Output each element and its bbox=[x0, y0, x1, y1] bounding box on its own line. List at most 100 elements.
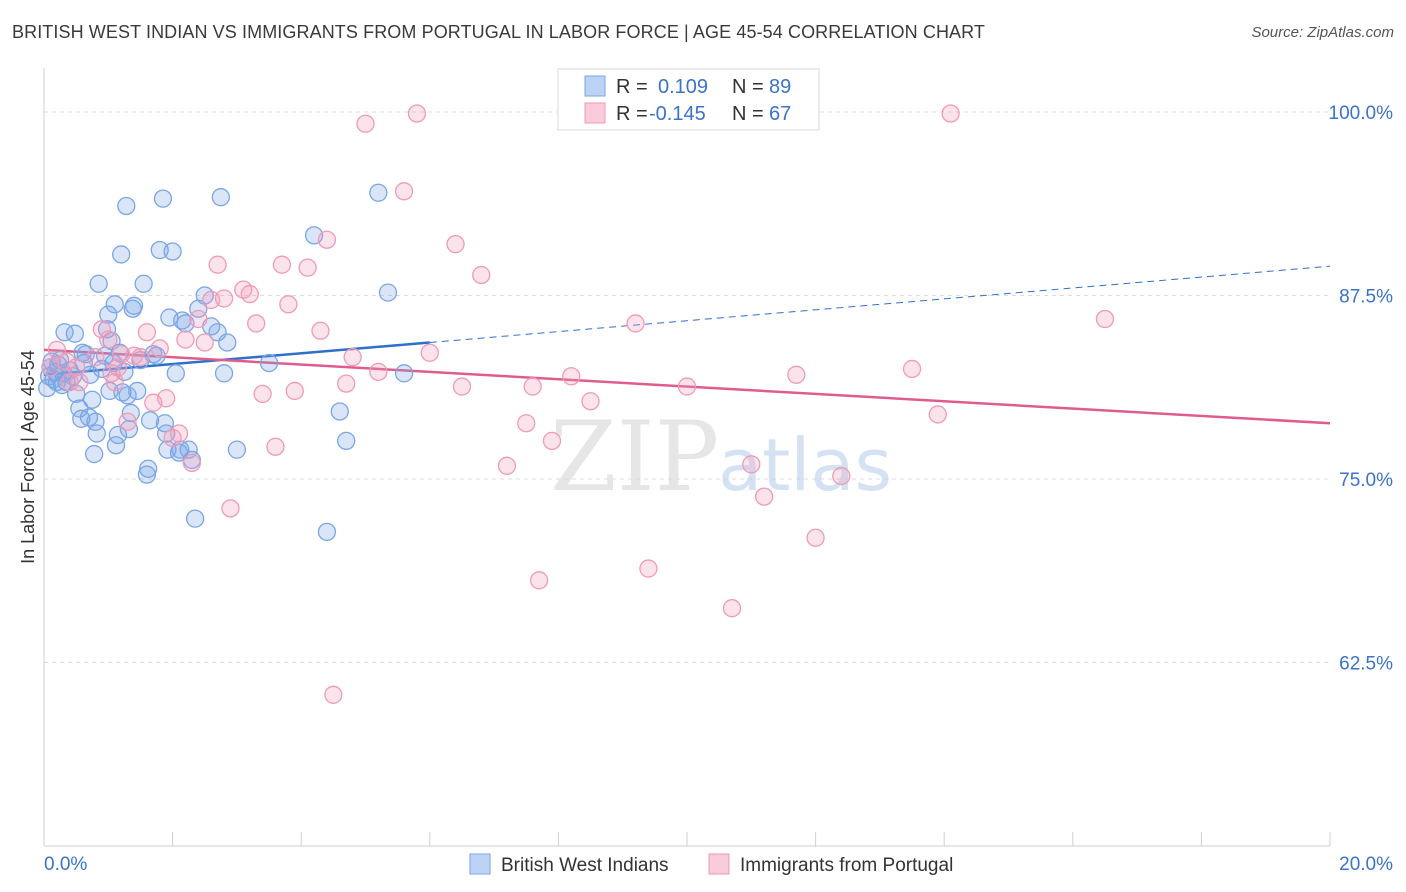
point-1-5 bbox=[70, 372, 89, 392]
point-0-64 bbox=[166, 364, 185, 383]
point-1-2 bbox=[57, 352, 76, 371]
x-ticks bbox=[43, 832, 1331, 846]
point-0-87 bbox=[394, 364, 414, 383]
series-immigrants-from-portugal bbox=[41, 104, 1115, 704]
point-1-50 bbox=[452, 377, 472, 396]
x-tick-label-min: 0.0% bbox=[44, 854, 87, 875]
point-0-58 bbox=[153, 189, 173, 208]
point-0-85 bbox=[369, 183, 388, 202]
legend-r-value-0: 0.109 bbox=[658, 76, 708, 98]
point-0-84 bbox=[337, 431, 356, 451]
point-1-16 bbox=[137, 323, 157, 342]
legend-r-value-1: -0.145 bbox=[649, 103, 706, 125]
legend-swatch-british-west-indians bbox=[469, 853, 491, 875]
point-0-48 bbox=[124, 296, 144, 315]
point-1-22 bbox=[176, 330, 195, 349]
point-0-36 bbox=[105, 295, 124, 314]
y-tick-label-0: 100.0% bbox=[1329, 103, 1394, 124]
point-1-10 bbox=[105, 372, 124, 392]
legend-swatch-immigrants-from-portugal bbox=[708, 853, 730, 875]
point-1-64 bbox=[755, 487, 774, 506]
point-1-39 bbox=[311, 321, 330, 340]
watermark-atlas: atlas bbox=[718, 423, 892, 507]
x-tick-label-max: 20.0% bbox=[1339, 854, 1393, 875]
watermark: ZIP atlas bbox=[550, 401, 892, 513]
point-1-42 bbox=[337, 374, 356, 393]
point-0-44 bbox=[118, 386, 137, 405]
point-1-8 bbox=[99, 330, 118, 349]
point-0-27 bbox=[87, 424, 106, 443]
legend-r-label-1: R = bbox=[616, 103, 648, 125]
point-1-53 bbox=[517, 414, 536, 433]
point-1-31 bbox=[240, 284, 259, 304]
point-1-1 bbox=[47, 340, 67, 359]
watermark-zip: ZIP bbox=[550, 401, 719, 513]
point-1-62 bbox=[722, 599, 742, 618]
point-1-47 bbox=[407, 104, 427, 123]
point-0-15 bbox=[65, 324, 85, 343]
point-0-49 bbox=[128, 381, 147, 401]
point-1-33 bbox=[253, 384, 272, 404]
point-0-61 bbox=[158, 440, 177, 459]
point-1-37 bbox=[285, 381, 304, 401]
point-0-40 bbox=[112, 245, 131, 264]
point-1-7 bbox=[92, 320, 112, 339]
point-1-60 bbox=[639, 559, 658, 578]
point-0-16 bbox=[67, 384, 86, 404]
legend-swatch-pink bbox=[584, 102, 606, 124]
point-0-52 bbox=[137, 465, 157, 484]
point-1-24 bbox=[189, 309, 208, 329]
legend-label-british-west-indians: British West Indians bbox=[501, 855, 669, 876]
point-0-83 bbox=[330, 402, 349, 421]
chart-title: BRITISH WEST INDIAN VS IMMIGRANTS FROM P… bbox=[12, 22, 986, 42]
point-0-54 bbox=[140, 411, 160, 430]
point-0-63 bbox=[163, 242, 182, 261]
y-tick-label-2: 75.0% bbox=[1339, 470, 1393, 491]
point-0-28 bbox=[89, 274, 108, 293]
y-tick-labels: 100.0% 87.5% 75.0% 62.5% bbox=[1329, 103, 1394, 674]
y-tick-label-1: 87.5% bbox=[1339, 287, 1393, 308]
point-0-43 bbox=[117, 196, 136, 216]
point-1-67 bbox=[832, 466, 851, 486]
y-axis-title: In Labor Force | Age 45-54 bbox=[18, 350, 38, 564]
legend-n-label-1: N = bbox=[732, 103, 764, 125]
point-0-79 bbox=[227, 440, 247, 459]
point-1-18 bbox=[150, 339, 169, 358]
point-0-82 bbox=[317, 522, 337, 542]
point-0-53 bbox=[139, 459, 158, 478]
point-0-77 bbox=[214, 364, 234, 383]
point-1-25 bbox=[195, 333, 214, 352]
point-1-43 bbox=[343, 348, 362, 367]
point-1-4 bbox=[67, 358, 86, 377]
correlation-legend: R = 0.109 N = 89 R = -0.145 N = 67 bbox=[557, 68, 820, 131]
point-1-40 bbox=[317, 230, 337, 249]
point-1-38 bbox=[298, 258, 317, 277]
point-1-36 bbox=[279, 295, 298, 314]
point-1-0 bbox=[41, 358, 60, 377]
point-1-65 bbox=[787, 365, 806, 384]
point-1-61 bbox=[677, 377, 697, 396]
point-1-55 bbox=[529, 571, 549, 590]
point-1-14 bbox=[124, 346, 144, 365]
point-1-71 bbox=[1095, 309, 1115, 329]
point-1-70 bbox=[941, 104, 960, 123]
point-0-23 bbox=[81, 365, 100, 384]
point-0-78 bbox=[218, 333, 237, 352]
point-1-27 bbox=[208, 255, 227, 274]
point-0-86 bbox=[378, 283, 398, 302]
point-1-49 bbox=[446, 235, 465, 254]
point-1-6 bbox=[86, 348, 105, 367]
point-1-52 bbox=[497, 456, 517, 475]
point-1-48 bbox=[420, 343, 439, 362]
point-0-51 bbox=[134, 274, 153, 293]
legend-n-label-0: N = bbox=[732, 76, 764, 98]
trend-line-extension-0 bbox=[429, 265, 1331, 344]
legend-r-label-0: R = bbox=[616, 76, 648, 98]
point-0-71 bbox=[185, 509, 205, 528]
point-1-69 bbox=[928, 405, 947, 424]
y-tick-label-3: 62.5% bbox=[1339, 654, 1393, 675]
chart-source: Source: ZipAtlas.com bbox=[1251, 24, 1394, 41]
series-british-west-indians bbox=[38, 183, 414, 542]
point-0-25 bbox=[85, 444, 104, 464]
